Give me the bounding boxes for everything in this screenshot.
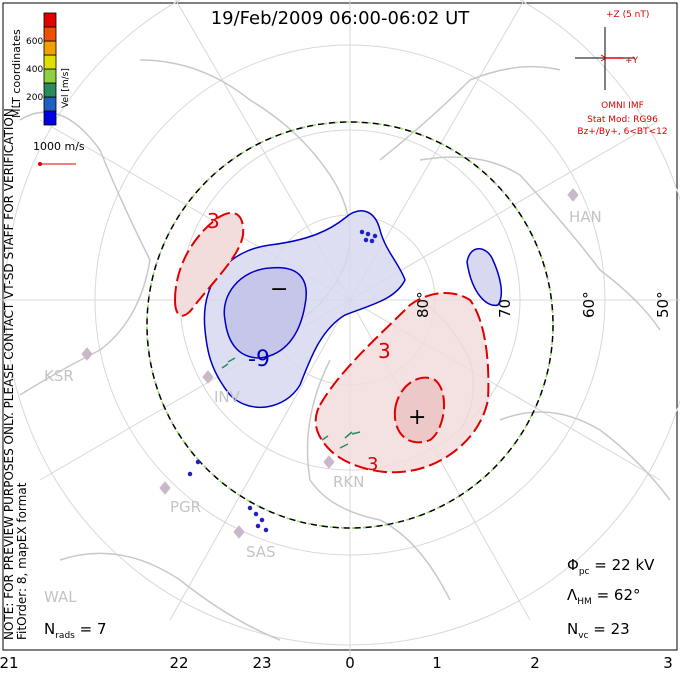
colorbar-bin-7 bbox=[43, 26, 57, 42]
imf-z-label: +Z (5 nT) bbox=[606, 10, 650, 20]
latitude-labels: 80° 70 60° 50° bbox=[414, 291, 672, 318]
radar-markers bbox=[81, 188, 579, 539]
imf-y-label: +Y bbox=[625, 56, 639, 66]
radar-label-ksr: KSR bbox=[44, 367, 74, 385]
colorbar-bin-6 bbox=[43, 40, 57, 56]
mlt-label-1: 1 bbox=[432, 654, 442, 672]
positive-cell-outer bbox=[314, 292, 490, 474]
colorbar-bin-4 bbox=[43, 68, 57, 84]
velocity-vectors bbox=[187, 229, 378, 533]
positive-cell-small bbox=[173, 211, 245, 317]
contour-center-positive: + bbox=[408, 405, 426, 430]
colorbar bbox=[43, 12, 57, 126]
n-vc-stat: Nvc = 23 bbox=[567, 620, 630, 641]
imf-source: OMNI IMF bbox=[601, 101, 644, 111]
latitude-grid bbox=[4, 0, 680, 646]
radar-marker-sas bbox=[233, 525, 245, 539]
colorbar-bin-1 bbox=[43, 110, 57, 126]
contour-labels: -9 − 3 3 3 + bbox=[207, 209, 426, 475]
contour-label-negative: -9 bbox=[248, 347, 270, 372]
radar-marker-pgr bbox=[159, 481, 171, 495]
radar-marker-inv bbox=[202, 370, 214, 384]
negative-cell-small bbox=[466, 248, 503, 307]
colorbar-bin-3 bbox=[43, 82, 57, 98]
colorbar-title: Vel [m/s] bbox=[61, 68, 71, 108]
radar-marker-rkn bbox=[323, 455, 335, 469]
colorbar-tick-600: 600 bbox=[26, 37, 44, 47]
radar-label-wal: WAL bbox=[44, 588, 77, 606]
lat-label-60: 60° bbox=[580, 291, 598, 318]
contour-label-positive-1: 3 bbox=[207, 209, 220, 233]
positive-cell-inner bbox=[393, 376, 446, 444]
hm-boundary bbox=[146, 121, 554, 529]
lat-label-70: 70 bbox=[496, 299, 514, 318]
mlt-label-23: 23 bbox=[252, 654, 272, 672]
mlt-label-22: 22 bbox=[169, 654, 189, 672]
contour-center-negative: − bbox=[270, 277, 288, 302]
radar-marker-ksr bbox=[81, 347, 93, 361]
mlt-label-0: 0 bbox=[345, 654, 355, 672]
radar-label-sas: SAS bbox=[246, 543, 276, 561]
lambda-hm-stat: ΛHM = 62° bbox=[567, 586, 641, 607]
radar-labels: HAN KSR INV RKN PGR SAS WAL bbox=[44, 208, 602, 606]
phi-pc-stat: Φpc = 22 kV bbox=[567, 556, 655, 577]
colorbar-bin-2 bbox=[43, 96, 57, 112]
colorbar-tick-400: 400 bbox=[26, 65, 44, 75]
n-rads-stat: Nrads = 7 bbox=[44, 620, 107, 641]
lat-label-80: 80° bbox=[414, 291, 432, 318]
colorbar-bin-5 bbox=[43, 54, 57, 70]
reference-vector-label: 1000 m/s bbox=[33, 140, 85, 153]
radar-label-pgr: PGR bbox=[170, 498, 201, 516]
mlt-label-21: 21 bbox=[0, 654, 19, 672]
reference-vector bbox=[38, 162, 76, 166]
mlt-label-3: 3 bbox=[663, 654, 673, 672]
negative-cell-inner bbox=[223, 266, 307, 359]
plot-frame bbox=[2, 2, 678, 651]
radar-label-rkn: RKN bbox=[333, 473, 364, 491]
coastlines bbox=[19, 59, 671, 641]
imf-dial bbox=[575, 27, 635, 90]
radar-label-han: HAN bbox=[569, 208, 602, 226]
imf-stat-model: Stat Mod: RG96 bbox=[587, 115, 658, 125]
lat-label-50: 50° bbox=[654, 291, 672, 318]
radar-label-inv: INV bbox=[214, 388, 241, 406]
imf-condition: Bz+/By+, 6<BT<12 bbox=[577, 127, 668, 137]
map-title: 19/Feb/2009 06:00-06:02 UT bbox=[210, 8, 470, 29]
contour-label-positive-3: 3 bbox=[367, 454, 378, 475]
radar-marker-han bbox=[567, 188, 579, 202]
preview-note: NOTE: FOR PREVIEW PURPOSES ONLY. PLEASE … bbox=[2, 104, 16, 640]
mlt-label-2: 2 bbox=[530, 654, 540, 672]
colorbar-tick-200: 200 bbox=[26, 93, 44, 103]
fitorder-note: FitOrder: 8, mapEX format bbox=[15, 482, 29, 640]
contour-label-positive-2: 3 bbox=[378, 339, 391, 363]
colorbar-bin-8 bbox=[43, 12, 57, 28]
